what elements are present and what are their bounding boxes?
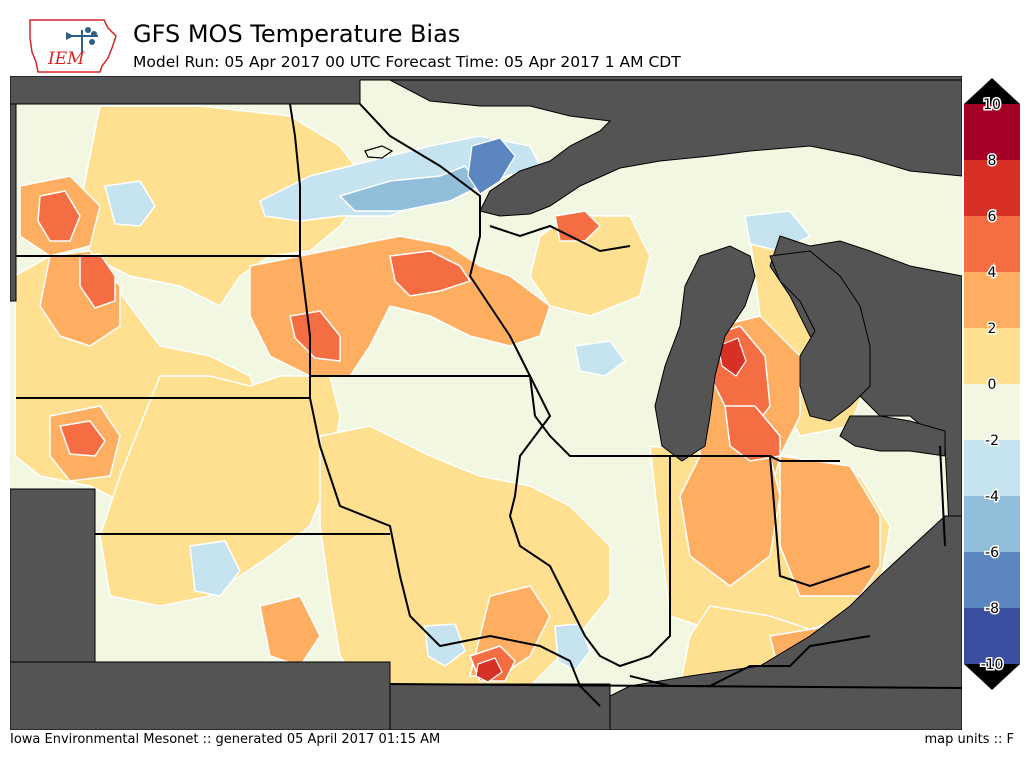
colorbar-tick-label: 10 [983, 97, 1001, 113]
colorbar-tick-label: 2 [988, 321, 997, 337]
water-and-no-data-areas [10, 76, 962, 730]
map-units: map units :: F [924, 732, 1014, 747]
colorbar-tick-label: 0 [988, 377, 997, 393]
logo-text: IEM [47, 49, 85, 69]
colorbar-band [964, 440, 1020, 497]
colorbar-band [964, 552, 1020, 609]
colorbar-band [964, 272, 1020, 329]
bias-zone-6-to-8 [475, 337, 747, 683]
map-subtitle: Model Run: 05 Apr 2017 00 UTC Forecast T… [133, 53, 681, 71]
colorbar-tick-label: 6 [988, 209, 997, 225]
colorbar-tick-label: -10 [981, 657, 1004, 673]
map-title: GFS MOS Temperature Bias [133, 20, 461, 48]
colorbar-band [964, 384, 1020, 441]
temperature-bias-map [10, 76, 962, 730]
colorbar-under-triangle [964, 664, 1020, 690]
colorbar-band [964, 160, 1020, 217]
weather-vane-icon [66, 27, 98, 54]
colorbar-band [964, 328, 1020, 385]
colorbar-tick-label: 8 [988, 153, 997, 169]
colorbar-tick-label: -8 [985, 601, 999, 617]
iem-logo: IEM [29, 19, 117, 73]
bias-zone-neg6-to-neg8 [467, 137, 516, 195]
colorbar-over-triangle [964, 78, 1020, 104]
colorbar-tick-label: -4 [985, 489, 999, 505]
colorbar-tick-label: -6 [985, 545, 999, 561]
colorbar-tick-label: 4 [988, 265, 997, 281]
colorbar: 10 8 6 4 2 0 -2 -4 -6 -8 -10 [964, 78, 1020, 690]
lake-outline [364, 145, 394, 159]
state-boundaries [16, 103, 962, 707]
colorbar-band [964, 608, 1020, 665]
colorbar-band [964, 216, 1020, 273]
colorbar-band [964, 104, 1020, 161]
colorbar-tick-label: -2 [985, 433, 999, 449]
footer-credit: Iowa Environmental Mesonet :: generated … [10, 732, 441, 747]
colorbar-band [964, 496, 1020, 553]
